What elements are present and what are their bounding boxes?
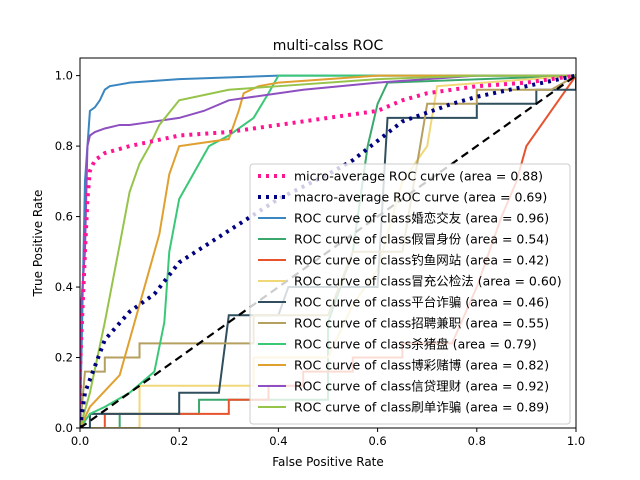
y-tick-label: 0.6 [55, 210, 73, 224]
y-axis-label: True Positive Rate [31, 190, 45, 298]
series-line-class-9 [80, 74, 576, 428]
y-tick-label: 0.4 [55, 280, 73, 294]
legend-entry: ROC curve of class信贷理财 (area = 0.92) [294, 379, 549, 394]
x-tick-label: 1.0 [567, 434, 585, 448]
legend-entry: ROC curve of class冒充公检法 (area = 0.60) [294, 274, 562, 289]
legend-entry: ROC curve of class钓鱼网站 (area = 0.42) [294, 253, 549, 268]
series-line-class-7 [80, 74, 576, 428]
y-tick-label: 0.2 [55, 351, 73, 365]
x-tick-label: 0.4 [269, 434, 287, 448]
x-axis-label: False Positive Rate [272, 455, 384, 469]
series-line-class-1 [80, 74, 576, 428]
x-ticks: 0.0 0.2 0.4 0.6 0.8 1.0 [71, 428, 585, 448]
legend-entry: ROC curve of class刷单诈骗 (area = 0.89) [294, 400, 549, 415]
y-tick-label: 0.8 [55, 139, 73, 153]
series-line-micro-average [80, 73, 576, 428]
legend-entry: ROC curve of class平台诈骗 (area = 0.46) [294, 295, 549, 310]
legend-entry: ROC curve of class婚恋交友 (area = 0.96) [294, 211, 549, 226]
x-tick-label: 0.6 [368, 434, 386, 448]
y-tick-label: 1.0 [55, 69, 73, 83]
axes-frame [79, 57, 577, 429]
legend-entry: ROC curve of class招聘兼职 (area = 0.55) [294, 316, 549, 331]
x-tick-label: 0.0 [71, 434, 89, 448]
y-ticks: 0.0 0.2 0.4 0.6 0.8 1.0 [55, 69, 80, 435]
legend-box [249, 163, 571, 425]
series-line-class-10 [80, 74, 576, 428]
chart-title: multi-calss ROC [273, 38, 384, 54]
legend-entry: ROC curve of class假冒身份 (area = 0.54) [294, 232, 549, 247]
legend-entry: ROC curve of class博彩赌博 (area = 0.82) [294, 358, 549, 373]
series-line-class-8 [80, 74, 576, 428]
legend-entry: macro-average ROC curve (area = 0.69) [294, 190, 547, 205]
legend: micro-average ROC curve (area = 0.88) mac… [249, 163, 571, 425]
y-tick-label: 0.0 [55, 421, 73, 435]
x-tick-label: 0.8 [468, 434, 486, 448]
legend-entry: micro-average ROC curve (area = 0.88) [294, 169, 543, 184]
x-tick-label: 0.2 [170, 434, 188, 448]
legend-entry: ROC curve of class杀猪盘 (area = 0.79) [294, 337, 537, 352]
series-line-macro-average [80, 73, 576, 428]
